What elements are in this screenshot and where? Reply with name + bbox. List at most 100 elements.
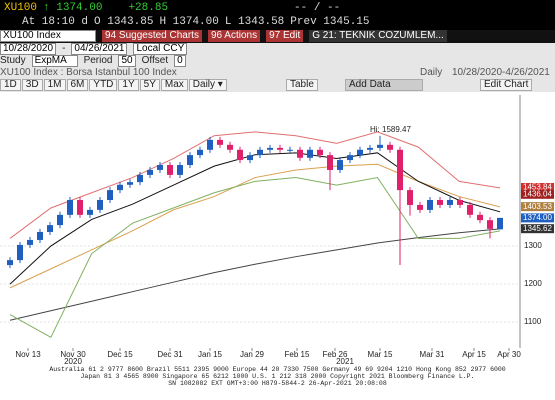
x-tick-label: Apr 30 bbox=[497, 350, 521, 359]
range-button[interactable]: Daily ▾ bbox=[188, 79, 227, 91]
low: L 1343.58 bbox=[224, 16, 285, 28]
range-button[interactable]: 3D bbox=[21, 79, 43, 91]
chart: 1100 1200 1300 Nov 13 Nov 30 Dec 15 Dec 31 Jan … bbox=[0, 92, 555, 364]
candle-body bbox=[137, 174, 143, 183]
study-line bbox=[9, 152, 501, 285]
candle-body bbox=[477, 214, 483, 221]
candle-body bbox=[387, 144, 393, 150]
range-button[interactable]: 1M bbox=[43, 79, 66, 91]
candle-body bbox=[487, 220, 493, 229]
candle-body bbox=[7, 260, 13, 266]
add-data[interactable]: Add Data bbox=[345, 79, 423, 91]
y-tick-label: 1200 bbox=[524, 279, 542, 288]
candle-body bbox=[407, 190, 413, 205]
study-line bbox=[9, 177, 501, 339]
range-button[interactable]: Max bbox=[160, 79, 188, 91]
candle-body bbox=[167, 165, 173, 175]
end-date[interactable]: 04/26/2021 bbox=[71, 43, 128, 55]
price-marker bbox=[521, 213, 554, 223]
x-tick-label: Feb 26 bbox=[323, 350, 348, 359]
footer-line: Japan 81 3 4565 8900 Singapore 65 6212 1… bbox=[80, 373, 475, 380]
start-date[interactable]: 10/28/2020 bbox=[0, 43, 57, 55]
year-label: 2021 bbox=[336, 357, 354, 364]
study-name[interactable]: ExpMA bbox=[31, 55, 78, 67]
time: At 18:10 d bbox=[22, 16, 89, 28]
x-tick-label: Mar 15 bbox=[368, 350, 393, 359]
candle-body bbox=[217, 139, 223, 145]
range-row: 10/28/2020-04/26/2021 Local CCY bbox=[0, 43, 555, 55]
candle-body bbox=[447, 200, 453, 205]
actions[interactable]: 96 Actions bbox=[207, 30, 261, 42]
x-tick-label: Dec 31 bbox=[157, 350, 183, 359]
x-tick-label: Apr 15 bbox=[462, 350, 486, 359]
candle-body bbox=[17, 244, 23, 261]
candle-body bbox=[87, 209, 93, 215]
edit-chart[interactable]: Edit Chart bbox=[480, 79, 533, 91]
price-marker-label: 1436.04 bbox=[523, 189, 552, 198]
candle-body bbox=[287, 149, 293, 151]
price-marker bbox=[521, 183, 554, 193]
dates: 10/28/2020-4/26/2021 bbox=[452, 67, 550, 78]
candle-body bbox=[307, 149, 313, 158]
price-marker-label: 1403.53 bbox=[523, 202, 552, 211]
study-row: Study ExpMA Period 50 Offset 0 bbox=[0, 55, 555, 67]
range-button[interactable]: 1D bbox=[0, 79, 21, 91]
table-button[interactable]: Table bbox=[286, 79, 318, 91]
price-marker-label: 1374.00 bbox=[523, 213, 552, 222]
button-row: 1D 3D 1M 6M YTD 1Y 5Y Max Daily ▾ Table Add Data Ed… bbox=[0, 79, 555, 92]
study-label: Study bbox=[0, 55, 26, 66]
sep: - bbox=[62, 43, 66, 54]
candle-body bbox=[327, 155, 333, 170]
suggested[interactable]: 94 Suggested Charts bbox=[102, 30, 202, 42]
toolbar: XU100 Index 94 Suggested Charts 96 Actions… bbox=[0, 30, 555, 43]
candle-body bbox=[187, 155, 193, 166]
bid-ask: -- / -- bbox=[294, 2, 341, 14]
x-tick-label: Mar 31 bbox=[420, 350, 445, 359]
offset-label: Offset bbox=[141, 55, 169, 66]
offset[interactable]: 0 bbox=[174, 55, 186, 67]
high: H 1374.00 bbox=[159, 16, 219, 28]
x-tick-label: Jan 29 bbox=[240, 350, 265, 359]
candle-body bbox=[147, 169, 153, 175]
candle-body bbox=[197, 149, 203, 156]
candle-body bbox=[117, 184, 123, 191]
change: +28.85 bbox=[128, 2, 169, 14]
price-marker-label: 1453.84 bbox=[523, 183, 552, 192]
candle-body bbox=[157, 165, 163, 170]
price-marker-label: 1345.62 bbox=[523, 224, 552, 233]
candle-body bbox=[177, 165, 183, 175]
candle-body bbox=[347, 155, 353, 161]
edit[interactable]: 97 Edit bbox=[266, 30, 304, 42]
index-name: XU100 Index : Borsa Istanbul 100 Index bbox=[0, 67, 177, 78]
security[interactable]: XU100 Index bbox=[0, 30, 96, 42]
candle-body bbox=[457, 200, 463, 205]
candle-body bbox=[67, 200, 73, 215]
annotation: Hi: 1589.47 bbox=[370, 125, 411, 134]
x-tick-label: Dec 15 bbox=[107, 350, 133, 359]
currency[interactable]: Local CCY bbox=[133, 43, 188, 55]
period[interactable]: 50 bbox=[118, 55, 136, 67]
year-label: 2020 bbox=[64, 357, 82, 364]
candle-body bbox=[427, 200, 433, 210]
candle-body bbox=[37, 231, 43, 240]
candle-body bbox=[207, 139, 213, 150]
range-button[interactable]: 6M bbox=[66, 79, 89, 91]
candle-body bbox=[247, 155, 253, 161]
range-button[interactable]: 1Y bbox=[118, 79, 139, 91]
price-marker bbox=[521, 189, 554, 199]
footer-line: SN 1082082 EXT GMT+3:00 H879-5844-2 26-A… bbox=[168, 380, 387, 387]
plot-bg bbox=[0, 92, 555, 364]
range-button[interactable]: 5Y bbox=[139, 79, 160, 91]
candle-body bbox=[257, 149, 263, 156]
range-button[interactable]: YTD bbox=[89, 79, 118, 91]
candle-body bbox=[57, 214, 63, 226]
candle-body bbox=[277, 147, 283, 150]
page-title: G 21: TEKNIK COZUMLEM... bbox=[309, 30, 447, 42]
candle-body bbox=[107, 190, 113, 201]
candle-body bbox=[367, 147, 373, 150]
y-tick-label: 1100 bbox=[524, 317, 542, 326]
candle-body bbox=[417, 204, 423, 210]
candle-body bbox=[227, 144, 233, 150]
